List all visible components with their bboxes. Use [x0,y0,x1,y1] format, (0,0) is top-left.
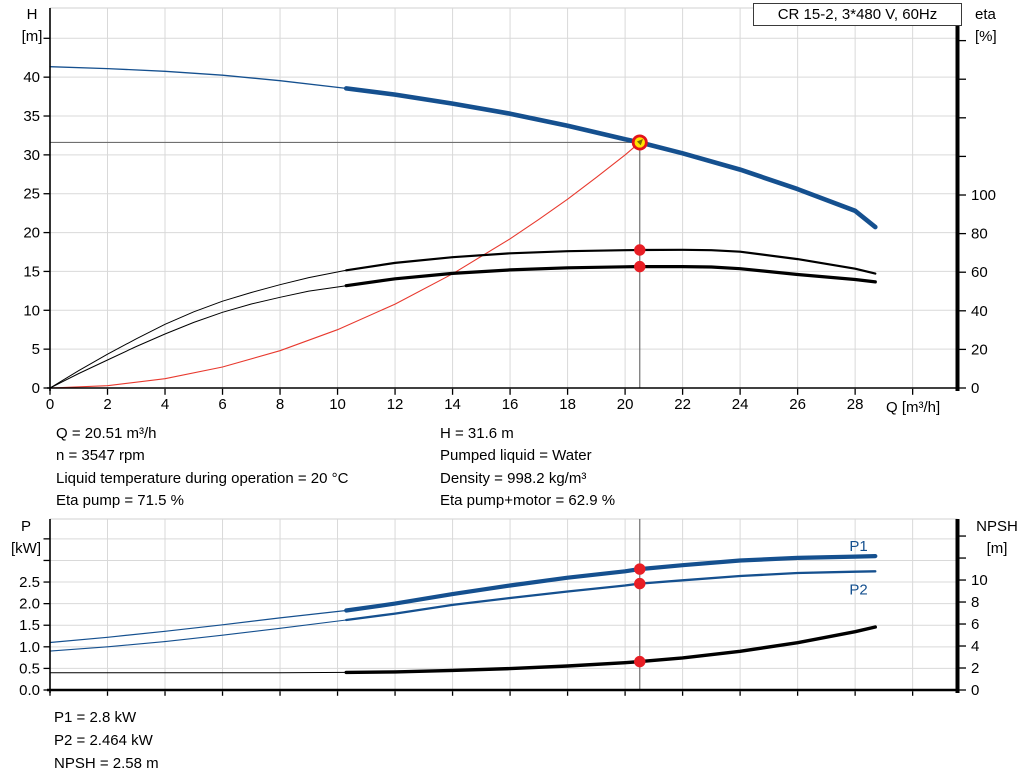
h-axis-label: H [m] [21,6,43,45]
p2-curve-thin [49,619,347,652]
npsh-curve [344,625,877,675]
right-tick-label: 8 [971,594,979,611]
eta-pump-motor-curve-thin [49,285,347,389]
annotation-line: P1 = 2.8 kW [54,709,137,726]
annotation-line: H = 31.6 m [440,425,514,442]
annotation-line: P2 = 2.464 kW [54,732,153,749]
left-tick-label: 0 [32,380,40,397]
left-tick-label: 2.0 [19,596,40,613]
annotation-line: NPSH = 2.58 m [54,755,159,772]
power-annotations: P1 = 2.8 kW P2 = 2.464 kW NPSH = 2.58 m [54,706,159,775]
npsh-axis-label: NPSH [m] [976,518,1018,557]
x-tick-label: 0 [46,396,54,413]
x-tick-label: 28 [847,396,864,413]
x-tick-label: 26 [789,396,806,413]
left-tick-label: 1.0 [19,639,40,656]
left-tick-label: 40 [23,69,40,86]
pump-curve-thin [49,66,347,90]
npsh-point [634,655,646,668]
annotation-line: Eta pump+motor = 62.9 % [440,492,616,510]
right-tick-label: 20 [971,341,988,358]
system-curve [49,141,641,389]
p2-curve [345,570,877,622]
left-tick-label: 30 [23,147,40,164]
p1-point [634,563,646,575]
duty-point[interactable] [631,134,648,151]
eta-pump-point [634,244,646,256]
left-tick-label: 0.5 [19,660,40,677]
pump-title-box: CR 15-2, 3*480 V, 60Hz [753,3,962,26]
eta-pump-motor-point [634,260,646,273]
x-tick-label: 16 [502,396,519,413]
right-tick-label: 60 [971,264,988,281]
left-tick-label: 1.5 [19,617,40,634]
left-tick-label: 5 [32,341,40,358]
x-tick-label: 24 [732,396,749,413]
left-tick-label: 15 [23,263,40,280]
x-tick-label: 4 [161,396,169,413]
right-tick-label: 2 [971,660,979,677]
annotation-line: Pumped liquid = Water [440,447,592,465]
right-tick-label: 0 [971,380,979,397]
annotation-line: Liquid temperature during operation = 20… [56,469,349,487]
p-axis-label: P [kW] [11,518,41,557]
left-tick-label: 10 [23,302,40,319]
right-tick-label: 0 [971,682,979,699]
x-tick-label: 2 [103,396,111,413]
annotation-line: Eta pump = 71.5 % [56,492,184,510]
duty-annotations-left: Q = 20.51 m³/h n = 3547 rpm Liquid tempe… [56,423,348,513]
right-tick-label: 100 [971,187,996,204]
p1-curve [344,553,878,613]
x-tick-label: 20 [617,396,634,413]
eta-axis-label: eta [%] [975,6,997,45]
annotation-line: Density = 998.2 kg/m³ [440,469,587,487]
x-tick-label: 14 [444,396,461,413]
duty-point-arrow-icon [636,139,643,146]
annotation-line: n = 3547 rpm [56,447,145,465]
x-tick-label: 6 [218,396,226,413]
x-tick-label: 10 [329,396,346,413]
x-tick-label: 22 [674,396,691,413]
power-npsh-chart[interactable]: 0.0 0.5 1.0 1.5 2.0 2.5 0 2 4 6 8 10 P1 P2 [19,518,988,699]
p1-curve-label: P1 [849,538,867,555]
right-tick-label: 6 [971,616,979,633]
x-tick-label: 12 [387,396,404,413]
right-tick-label: 80 [971,226,988,243]
pump-curve [343,86,878,230]
right-tick-label: 40 [971,303,988,320]
left-tick-label: 25 [23,186,40,203]
q-axis-title: Q [m³/h] [886,399,941,416]
p2-point [634,577,646,590]
annotation-line: Q = 20.51 m³/h [56,425,157,442]
left-tick-label: 20 [23,225,40,242]
x-tick-label: 8 [276,396,284,413]
duty-annotations-right: H = 31.6 m Pumped liquid = Water Density… [440,423,615,513]
eta-pump-curve-thin [49,269,347,389]
right-tick-label: 4 [971,638,979,655]
p2-curve-label: P2 [849,581,867,598]
hq-eta-chart[interactable]: 0 2 4 6 8 10 12 14 16 18 20 22 24 26 28051015202530354… [23,7,996,413]
p1-curve-thin [49,609,347,644]
x-tick-label: 18 [559,396,576,413]
eta-pump-motor-curve [344,265,877,288]
right-tick-label: 10 [971,572,988,589]
left-tick-label: 2.5 [19,574,40,591]
left-tick-label: 0.0 [19,682,40,699]
eta-pump-curve [345,248,877,275]
left-tick-label: 35 [23,108,40,125]
